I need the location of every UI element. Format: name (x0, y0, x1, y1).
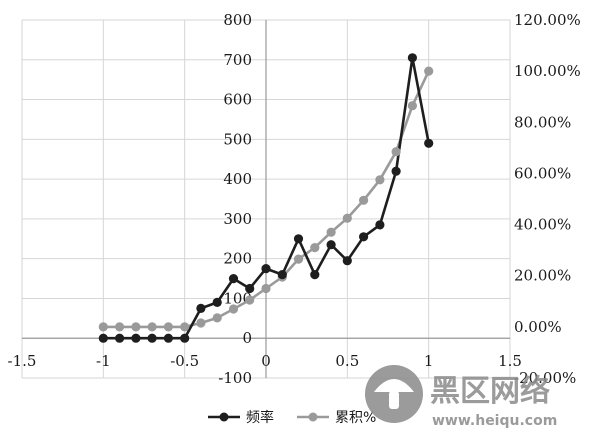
data-point-cumulative (407, 101, 417, 111)
left-y-tick-label: 800 (223, 11, 252, 29)
x-tick-label: -1.5 (8, 352, 37, 370)
right-y-tick-label: 0.00% (514, 318, 562, 336)
x-tick-label: 0.5 (335, 352, 359, 370)
left-y-tick-label: 400 (223, 170, 252, 188)
right-y-tick-label: 100.00% (514, 62, 581, 80)
data-point-frequency (342, 256, 352, 266)
data-point-cumulative (310, 243, 320, 253)
left-y-tick-label: 200 (223, 250, 252, 268)
x-tick-label: 1 (424, 352, 434, 370)
data-point-cumulative (115, 322, 125, 332)
x-tick-label: -0.5 (170, 352, 199, 370)
series-markers (98, 53, 434, 343)
right-y-tick-label: 40.00% (514, 216, 571, 234)
right-y-axis-labels: -20.00% 0.00% 20.00% 40.00% 60.00% 80.00% 100.… (514, 11, 581, 387)
data-point-cumulative (98, 322, 108, 332)
data-point-frequency (131, 333, 141, 343)
data-point-frequency (147, 333, 157, 343)
left-y-tick-label: 500 (223, 130, 252, 148)
data-point-cumulative (212, 313, 222, 323)
data-point-cumulative (245, 295, 255, 305)
x-axis-labels: -1.5 -1 -0.5 0 0.5 1 1.5 (8, 352, 522, 370)
data-point-cumulative (180, 322, 190, 332)
data-point-frequency (115, 333, 125, 343)
data-point-cumulative (261, 283, 271, 294)
data-point-frequency (261, 264, 271, 274)
data-point-cumulative (228, 304, 239, 314)
data-point-cumulative (375, 175, 385, 185)
right-y-tick-label: 20.00% (514, 267, 571, 285)
data-point-frequency (228, 274, 239, 284)
data-point-cumulative (391, 147, 401, 157)
data-point-cumulative (163, 322, 173, 332)
data-point-cumulative (326, 227, 336, 237)
data-point-frequency (375, 220, 385, 230)
data-point-cumulative (342, 213, 352, 223)
x-tick-label: -1 (96, 352, 111, 370)
data-point-frequency (391, 166, 401, 176)
right-y-tick-label: 80.00% (514, 113, 571, 131)
right-y-tick-label: -20.00% (514, 369, 576, 387)
data-point-cumulative (424, 66, 434, 76)
data-point-frequency (196, 303, 206, 313)
data-point-frequency (424, 138, 434, 148)
watermark-url: www.heiqu.com (432, 413, 557, 429)
data-point-cumulative (196, 318, 206, 328)
data-point-frequency (98, 333, 108, 343)
data-point-frequency (180, 333, 190, 343)
legend-item-cumulative: 累积% (297, 410, 376, 426)
data-point-frequency (163, 333, 173, 343)
data-point-cumulative (359, 195, 369, 205)
watermark-text: 黑区网络 (430, 374, 550, 409)
data-point-cumulative (293, 254, 304, 264)
data-point-frequency (277, 270, 287, 280)
left-y-tick-label: 600 (223, 91, 252, 109)
data-point-frequency (212, 297, 222, 307)
legend-label-cumulative: 累积% (335, 410, 376, 426)
data-point-cumulative (147, 322, 157, 332)
legend-label-frequency: 频率 (246, 409, 274, 426)
legend-item-frequency: 频率 (208, 409, 274, 426)
data-point-frequency (407, 53, 417, 63)
data-point-cumulative (131, 322, 141, 332)
left-y-tick-label: 0 (242, 329, 252, 347)
x-tick-label: 1.5 (498, 352, 522, 370)
x-tick-label: 0 (261, 352, 271, 370)
watermark: 黑区网络 www.heiqu.com (365, 365, 557, 429)
right-y-tick-label: 120.00% (514, 11, 581, 29)
grid (21, 19, 511, 379)
left-y-tick-label: 300 (223, 210, 252, 228)
data-point-frequency (326, 240, 336, 250)
left-y-tick-label: -100 (218, 369, 252, 387)
data-point-frequency (245, 283, 255, 294)
legend: 频率 累积% (208, 409, 376, 426)
left-y-tick-label: 700 (223, 51, 252, 69)
data-point-frequency (359, 232, 369, 242)
data-point-frequency (310, 270, 320, 280)
right-y-tick-label: 60.00% (514, 164, 571, 182)
data-point-frequency (293, 234, 304, 244)
